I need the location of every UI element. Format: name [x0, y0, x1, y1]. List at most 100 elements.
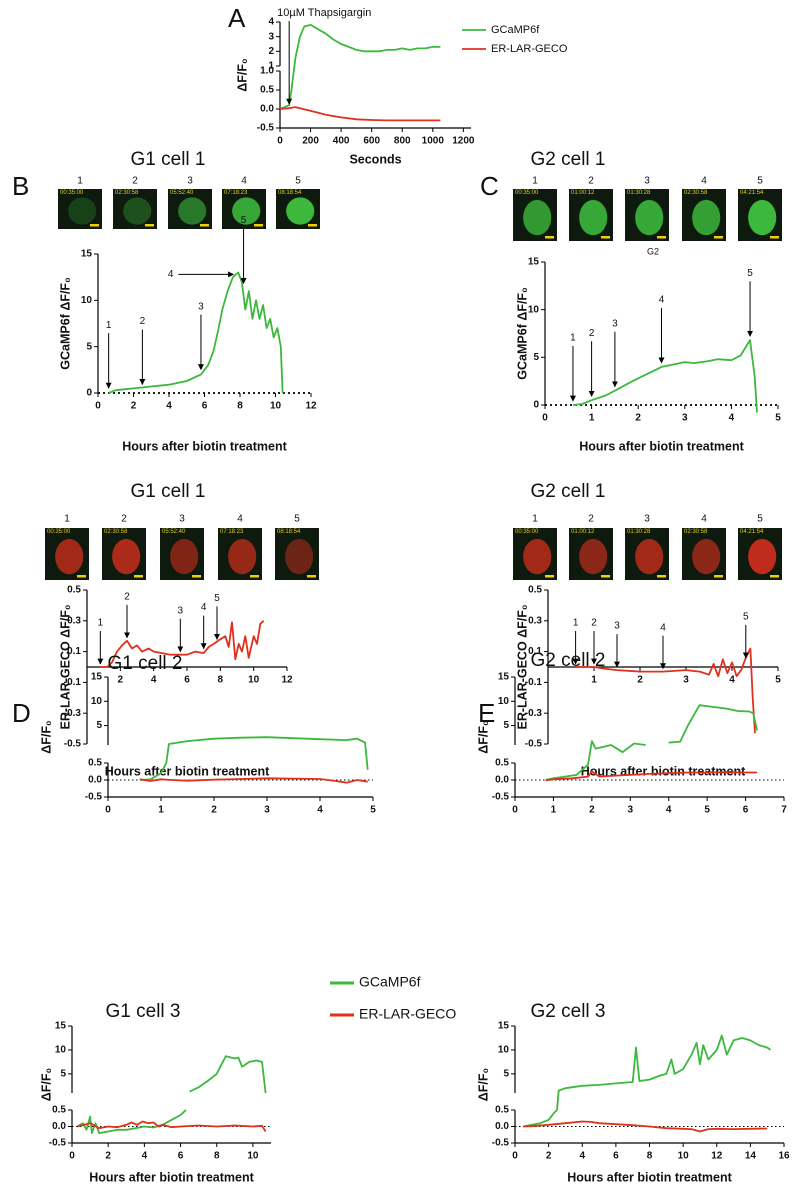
x-tick-label: 3 [628, 805, 634, 816]
image-cell [285, 538, 314, 575]
y-tick-label: 10 [498, 1045, 510, 1056]
annotation-label: 5 [241, 215, 247, 226]
x-tick-label: 1200 [452, 136, 475, 147]
x-tick-label: 6 [613, 1151, 619, 1162]
annotation-label: 1 [573, 618, 579, 629]
image-cell [523, 538, 552, 575]
image-cell [579, 199, 608, 236]
image-time: 01:30:28 [627, 529, 651, 535]
y-axis-label: ΔF/F₀ [476, 1068, 490, 1101]
y-tick-label: 0.3 [67, 615, 81, 626]
annotation-label: 10µM Thapsigargin [277, 7, 371, 19]
annotation-label: 3 [198, 301, 204, 312]
image-cell [523, 199, 552, 236]
image-cell [170, 538, 199, 575]
scale-bar [250, 575, 259, 578]
x-tick-label: 2 [131, 401, 137, 412]
image-number: 1 [77, 176, 83, 187]
image-number: 1 [532, 514, 538, 525]
annotation-label: 4 [660, 622, 666, 633]
x-tick-label: 2 [546, 1151, 552, 1162]
y-tick-label: 0.5 [495, 1105, 509, 1116]
data-line [139, 736, 369, 781]
image-number: 5 [757, 514, 763, 525]
y-tick-label: -0.5 [525, 739, 543, 750]
x-tick-label: 200 [302, 136, 319, 147]
image-cell [68, 197, 97, 225]
x-tick-label: 0 [542, 413, 548, 424]
image-number: 5 [294, 514, 300, 525]
x-tick-label: 10 [270, 401, 282, 412]
y-axis-label: ΔF/F₀ [39, 720, 53, 753]
scale-bar [714, 236, 723, 239]
y-tick-label: -0.1 [525, 677, 543, 688]
y-tick-label: 5 [533, 352, 539, 363]
x-axis-label: Seconds [349, 152, 401, 166]
x-tick-label: 16 [778, 1151, 790, 1162]
y-tick-label: 0.0 [52, 1121, 66, 1132]
annotation-label: 5 [743, 611, 749, 622]
annotation-label: 4 [659, 295, 665, 306]
scale-bar [770, 236, 779, 239]
legend-label: ER-LAR-GECO [491, 43, 568, 55]
x-tick-label: 6 [202, 401, 208, 412]
x-tick-label: 2 [105, 1151, 111, 1162]
data-line [139, 777, 368, 784]
scale-bar [601, 575, 610, 578]
y-axis-label: ER-LAR-GECO ΔF/F₀ [515, 604, 529, 729]
y-tick-label: -0.5 [85, 792, 103, 803]
image-cell [635, 538, 664, 575]
y-tick-label: -0.3 [64, 708, 82, 719]
x-tick-label: 2 [118, 675, 124, 686]
y-tick-label: 0 [86, 388, 92, 399]
image-frame [275, 528, 319, 580]
image-time: 01:00:12 [571, 529, 595, 535]
image-cell [692, 199, 721, 236]
scale-bar [307, 575, 316, 578]
y-tick-label: -0.5 [492, 1138, 510, 1149]
chart-title: G1 cell 1 [131, 149, 206, 170]
data-line [523, 1120, 768, 1133]
data-line [100, 620, 265, 668]
image-time: 04:21:54 [740, 529, 764, 535]
image-number: 1 [64, 514, 70, 525]
x-tick-label: 10 [247, 1151, 259, 1162]
annotation-label: 4 [168, 269, 174, 280]
image-time: 07:18:23 [220, 529, 244, 535]
x-tick-label: 2 [211, 805, 217, 816]
x-tick-label: 2 [635, 413, 641, 424]
image-number: 3 [179, 514, 185, 525]
image-time: 01:30:28 [627, 190, 651, 196]
y-tick-label: -0.5 [257, 123, 275, 134]
y-tick-label: -0.5 [492, 792, 510, 803]
x-tick-label: 400 [333, 136, 350, 147]
y-tick-label: -0.1 [64, 677, 82, 688]
x-tick-label: 6 [178, 1151, 184, 1162]
panel-label: B [12, 171, 29, 201]
x-tick-label: 4 [142, 1151, 148, 1162]
image-cell [748, 538, 777, 575]
x-tick-label: 3 [682, 413, 688, 424]
x-tick-label: 5 [370, 805, 376, 816]
image-cell [692, 538, 721, 575]
y-tick-label: 0.5 [260, 85, 274, 96]
image-number: 5 [295, 176, 301, 187]
data-line [575, 647, 756, 734]
chart-title: G1 cell 3 [106, 1001, 181, 1022]
x-tick-label: 4 [151, 675, 157, 686]
y-tick-label: 0.0 [495, 1121, 509, 1132]
image-cell [286, 197, 315, 225]
y-tick-label: -0.3 [525, 708, 543, 719]
y-axis-label: ER-LAR-GECO ΔF/F₀ [58, 604, 72, 729]
y-tick-label: 0.5 [88, 758, 102, 769]
y-tick-label: 0.5 [67, 585, 81, 596]
image-time: 01:00:12 [571, 190, 595, 196]
scale-bar [90, 224, 99, 227]
data-line [545, 704, 758, 781]
x-tick-label: 600 [363, 136, 380, 147]
y-tick-label: 0 [533, 400, 539, 411]
image-number: 4 [701, 514, 707, 525]
y-tick-label: 5 [503, 720, 509, 731]
x-tick-label: 6 [743, 805, 749, 816]
